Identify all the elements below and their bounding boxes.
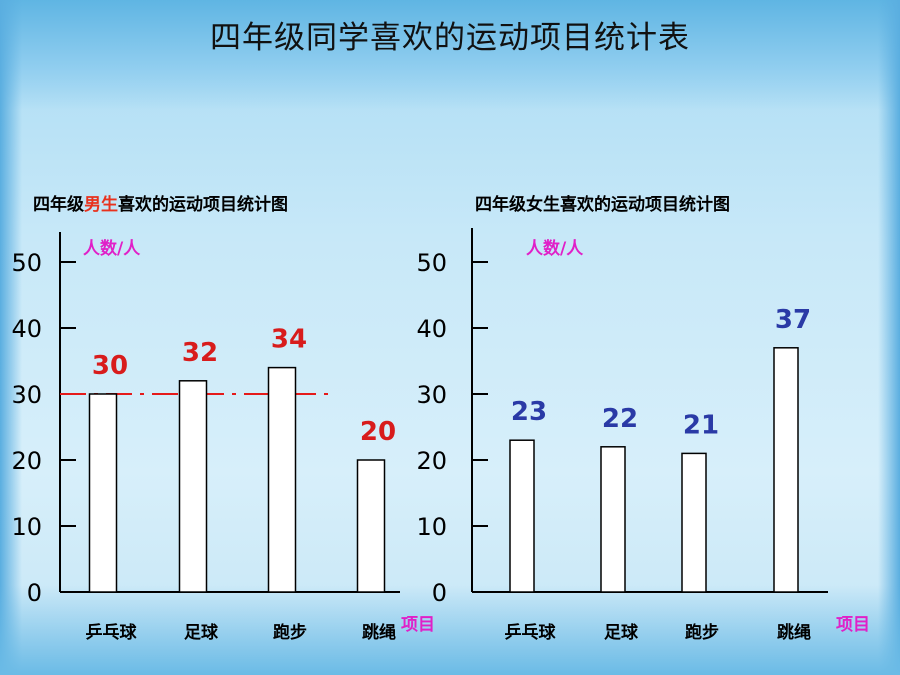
- girls-bar-value-label: 37: [775, 305, 811, 335]
- girls-y-tick-label: 0: [432, 579, 447, 607]
- boys-category-label: 乒乓球: [86, 622, 138, 643]
- boys-y-tick-label: 40: [11, 315, 42, 343]
- frame-bottom: [0, 585, 900, 675]
- girls-chart: 0 10 20 30 40 50 人数/人项目 23 乒乓球 22 足球 21 跑步 37 跳绳: [416, 228, 870, 643]
- girls-bar-value-label: 23: [511, 397, 547, 427]
- boys-chart-title: 四年级男生喜欢的运动项目统计图: [33, 194, 288, 215]
- boys-title-part-2: 喜欢的运动项目统计图: [118, 194, 288, 215]
- girls-bar: [600, 446, 626, 593]
- girls-category-label: 跑步: [685, 622, 719, 643]
- boys-y-tick-label: 0: [27, 579, 42, 607]
- boys-y-tick-label: 20: [11, 447, 42, 475]
- boys-y-axis-label: 人数/人: [83, 238, 141, 259]
- girls-y-tick-label: 10: [416, 513, 447, 541]
- girls-y-tick-label: 40: [416, 315, 447, 343]
- boys-category-label: 跑步: [273, 622, 307, 643]
- boys-bar-value-label: 30: [92, 351, 128, 381]
- boys-x-axis-label: 项目: [401, 615, 435, 635]
- boys-category-label: 跳绳: [362, 622, 396, 643]
- boys-chart: 0 10 20 30 40 50 人数/人项目 30 乒乓球 32 足球 34 跑步 20 跳绳: [11, 232, 435, 643]
- girls-x-axis-label: 项目: [836, 615, 870, 635]
- boys-y-tick-label: 10: [11, 513, 42, 541]
- slide-title: 四年级同学喜欢的运动项目统计表: [210, 20, 690, 56]
- girls-y-tick-label: 30: [416, 381, 447, 409]
- girls-bar: [509, 439, 535, 593]
- girls-bar-value-label: 21: [683, 410, 719, 440]
- frame-right: [878, 0, 900, 675]
- boys-bar-value-label: 20: [360, 417, 396, 447]
- boys-bar: [88, 393, 118, 593]
- girls-bar: [773, 347, 799, 593]
- boys-title-highlight: 男生: [84, 194, 118, 215]
- boys-y-tick-label: 50: [11, 249, 42, 277]
- frame-left: [0, 0, 22, 675]
- girls-category-label: 跳绳: [777, 622, 811, 643]
- boys-bar-value-label: 34: [271, 325, 307, 355]
- boys-bar: [356, 459, 386, 593]
- girls-bar: [681, 452, 707, 593]
- girls-y-tick-label: 20: [416, 447, 447, 475]
- girls-bar-value-label: 22: [602, 404, 638, 434]
- girls-y-axis-label: 人数/人: [526, 238, 584, 259]
- boys-bar: [178, 380, 208, 593]
- boys-category-label: 足球: [184, 623, 219, 643]
- boys-title-part-1: 四年级: [33, 194, 84, 215]
- boys-bar: [267, 366, 297, 593]
- frame-top: [0, 0, 900, 110]
- boys-y-tick-label: 30: [11, 381, 42, 409]
- girls-y-tick-label: 50: [416, 249, 447, 277]
- boys-bar-value-label: 32: [182, 338, 218, 368]
- girls-chart-title: 四年级女生喜欢的运动项目统计图: [475, 194, 730, 215]
- girls-category-label: 足球: [604, 623, 639, 643]
- girls-category-label: 乒乓球: [505, 622, 557, 643]
